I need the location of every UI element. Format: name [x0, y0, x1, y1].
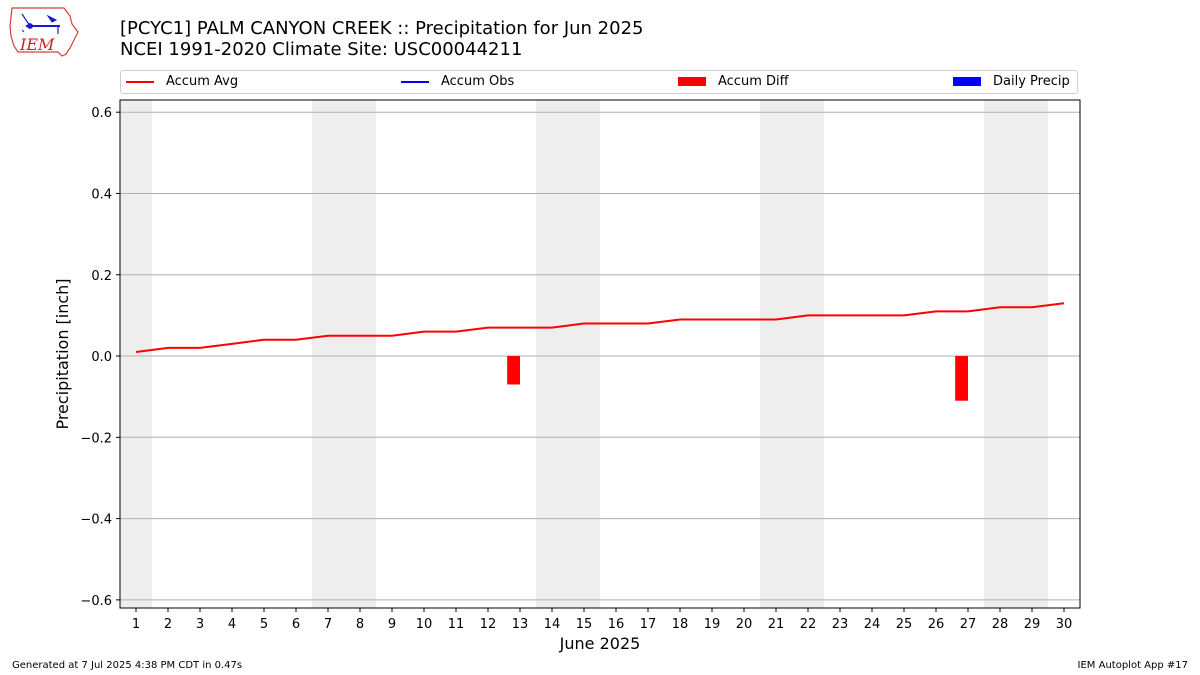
chart-title: [PCYC1] PALM CANYON CREEK :: Precipitati…	[120, 18, 644, 39]
legend-daily-precip: Daily Precip	[953, 74, 1070, 89]
x-tick-label: 8	[356, 617, 364, 632]
weekend-band	[344, 100, 376, 608]
x-tick-label: 30	[1056, 617, 1073, 632]
legend-swatch-accum-obs	[401, 80, 429, 83]
x-tick-label: 7	[324, 617, 332, 632]
x-tick-label: 14	[544, 617, 561, 632]
legend-label-accum-obs: Accum Obs	[441, 74, 515, 89]
y-tick-label: 0.4	[91, 187, 112, 202]
legend-swatch-accum-diff	[678, 77, 706, 86]
y-axis-label: Precipitation [inch]	[53, 278, 72, 429]
x-tick-label: 23	[832, 617, 849, 632]
x-tick-label: 2	[164, 617, 172, 632]
legend-accum-diff: Accum Diff	[678, 74, 789, 89]
legend-label-accum-avg: Accum Avg	[166, 74, 239, 89]
x-tick-label: 9	[388, 617, 396, 632]
weekend-band	[760, 100, 792, 608]
x-tick-label: 27	[960, 617, 977, 632]
x-tick-label: 10	[416, 617, 433, 632]
weekend-band	[568, 100, 600, 608]
x-tick-label: 28	[992, 617, 1009, 632]
y-tick-label: 0.6	[91, 106, 112, 121]
x-tick-label: 21	[768, 617, 785, 632]
x-tick-label: 5	[260, 617, 268, 632]
x-tick-label: 26	[928, 617, 945, 632]
x-tick-label: 6	[292, 617, 300, 632]
logo-text: IEM	[19, 35, 55, 54]
y-tick-label: −0.4	[80, 513, 112, 528]
x-tick-label: 29	[1024, 617, 1041, 632]
x-tick-label: 15	[576, 617, 593, 632]
x-tick-label: 16	[608, 617, 625, 632]
accum-avg-line	[135, 302, 1065, 353]
x-tick-label: 1	[132, 617, 140, 632]
x-tick-label: 12	[480, 617, 497, 632]
weekend-band	[120, 100, 152, 608]
accum-diff-bar	[507, 356, 520, 385]
legend-label-accum-diff: Accum Diff	[718, 74, 789, 89]
x-tick-label: 25	[896, 617, 913, 632]
x-tick-label: 20	[736, 617, 753, 632]
legend-label-daily-precip: Daily Precip	[993, 74, 1070, 89]
weekend-band	[536, 100, 568, 608]
x-tick-label: 13	[512, 617, 529, 632]
x-tick-label: 19	[704, 617, 721, 632]
x-tick-label: 24	[864, 617, 881, 632]
x-tick-label: 18	[672, 617, 689, 632]
legend-swatch-accum-avg	[126, 80, 154, 83]
chart-title-block: [PCYC1] PALM CANYON CREEK :: Precipitati…	[120, 18, 643, 60]
accum-diff-bar	[955, 356, 968, 401]
y-tick-label: −0.2	[80, 431, 112, 446]
chart-legend: Accum Avg Accum Obs Accum Diff Daily Pre…	[120, 70, 1078, 94]
iem-logo: IEM	[9, 7, 79, 57]
chart-subtitle: NCEI 1991-2020 Climate Site: USC00044211	[120, 39, 523, 60]
x-tick-label: 4	[228, 617, 236, 632]
x-tick-label: 22	[800, 617, 817, 632]
x-axis-label: June 2025	[559, 634, 641, 653]
legend-accum-avg: Accum Avg	[126, 74, 238, 89]
x-tick-label: 17	[640, 617, 657, 632]
legend-swatch-daily-precip	[953, 77, 981, 86]
weekend-band	[984, 100, 1016, 608]
iowa-outline-icon	[9, 7, 79, 57]
weather-station-icon	[21, 13, 60, 34]
weekend-band	[1016, 100, 1048, 608]
x-tick-label: 11	[448, 617, 465, 632]
legend-accum-obs: Accum Obs	[401, 74, 514, 89]
x-tick-label: 3	[196, 617, 204, 632]
y-tick-label: 0.2	[91, 269, 112, 284]
y-tick-label: −0.6	[80, 594, 112, 609]
weekend-band	[792, 100, 824, 608]
generated-note: Generated at 7 Jul 2025 4:38 PM CDT in 0…	[12, 660, 243, 671]
plot-frame	[119, 99, 1081, 609]
y-tick-label: 0.0	[91, 350, 112, 365]
weekend-band	[312, 100, 344, 608]
app-note: IEM Autoplot App #17	[1077, 660, 1188, 671]
